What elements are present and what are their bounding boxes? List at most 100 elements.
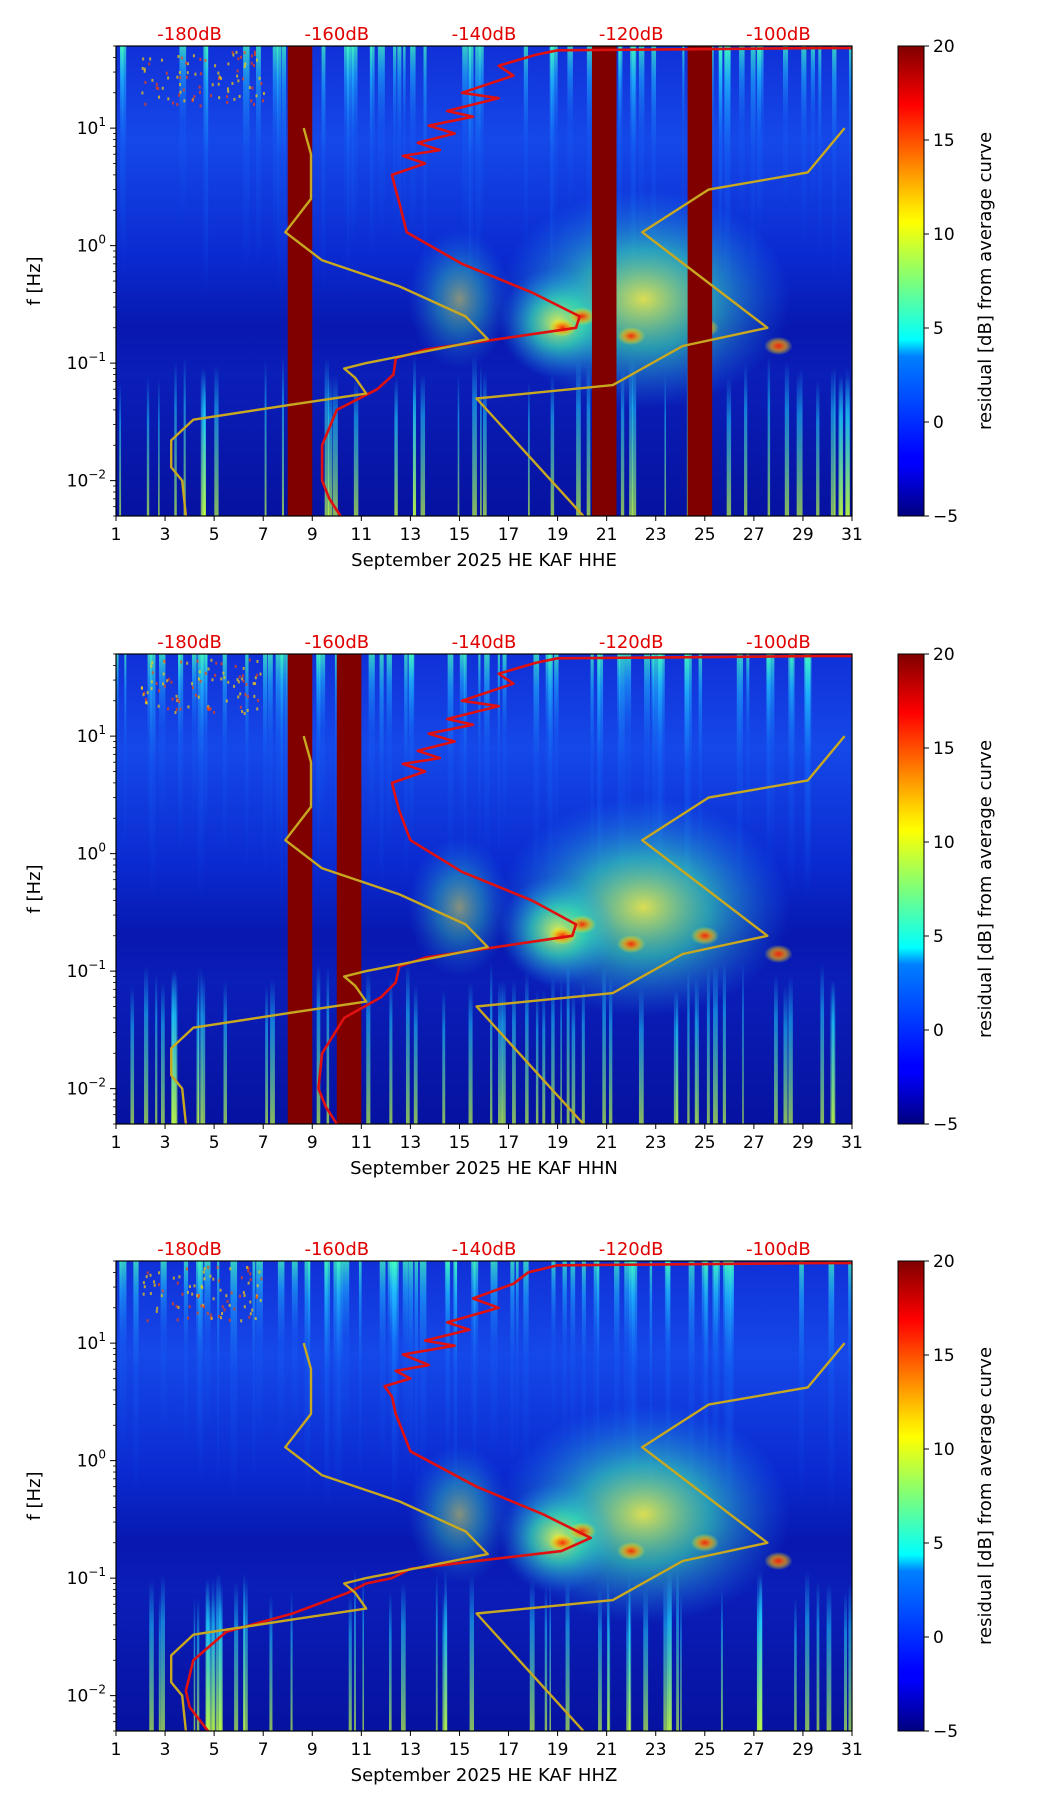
- top-db-axis: -180dB -160dB -140dB -120dB -100dB: [157, 632, 810, 653]
- spectrogram-speckle: [245, 682, 248, 686]
- spectrogram-speckle: [209, 1313, 212, 1317]
- spectrogram-low-streak: [270, 978, 275, 1124]
- spectrogram-low-streak: [214, 364, 219, 516]
- spectrogram-streak: [280, 654, 285, 843]
- spectrogram-streak: [551, 1261, 556, 1435]
- spectrogram-speckle: [181, 1292, 184, 1296]
- spectrogram-speckle: [148, 62, 151, 66]
- y-tick-exponent: 0: [98, 233, 106, 247]
- spectrogram-speckle: [243, 51, 246, 55]
- spectrogram-speckle: [250, 61, 253, 65]
- colorbar-tick-label: 10: [933, 833, 955, 853]
- spectrogram-speckle: [255, 58, 258, 62]
- spectrogram-speckle: [241, 674, 244, 678]
- spectrogram-speckle: [237, 680, 240, 684]
- x-tick-label: 1: [111, 1740, 122, 1760]
- spectrogram-speckle: [213, 710, 216, 714]
- y-tick-base: 10: [77, 1452, 99, 1472]
- y-tick-base: 10: [67, 354, 89, 374]
- microseism-hotspot: [690, 926, 719, 945]
- spectrogram-streak: [414, 1261, 419, 1507]
- spectrogram-speckle: [179, 707, 182, 711]
- spectrogram-streak: [197, 654, 204, 905]
- spectrogram-low-streak: [566, 962, 570, 1124]
- spectrogram-streak: [120, 1261, 127, 1459]
- spectrogram-speckle: [244, 693, 247, 697]
- spectrogram-speckle: [239, 692, 242, 696]
- spectrogram-streak: [567, 46, 573, 213]
- spectrogram-speckle: [142, 693, 145, 697]
- spectrogram-low-streak: [663, 1579, 669, 1731]
- spectrogram-low-streak: [413, 984, 418, 1124]
- spectrogram-low-streak: [527, 381, 530, 516]
- spectrogram-low-streak: [695, 979, 699, 1124]
- spectrogram-streak: [267, 654, 273, 855]
- microseism-blob: [407, 229, 511, 370]
- spectrogram-speckle: [141, 91, 144, 95]
- spectrogram-speckle: [211, 678, 214, 682]
- spectrogram-speckle: [198, 670, 201, 674]
- x-tick-label: 7: [258, 1740, 269, 1760]
- spectrogram-speckle: [238, 1294, 241, 1298]
- y-tick-exponent: 0: [98, 841, 106, 855]
- plot-area: [116, 1261, 852, 1731]
- db-axis-label: -140dB: [452, 632, 517, 653]
- spectrogram-speckle: [186, 71, 189, 75]
- spectrogram-speckle: [186, 661, 189, 665]
- spectrogram-speckle: [209, 1274, 212, 1278]
- colorbar-tick-label: 20: [933, 645, 955, 665]
- spectrogram-low-streak: [389, 1591, 392, 1731]
- x-axis-label: September 2025 HE KAF HHE: [351, 550, 617, 571]
- spectrogram-speckle: [176, 1281, 179, 1285]
- spectrogram-streak: [651, 654, 654, 824]
- spectrogram-speckle: [248, 658, 251, 662]
- spectrogram-streak: [533, 654, 540, 882]
- spectrogram-streak: [644, 654, 651, 858]
- x-tick-label: 15: [449, 525, 471, 545]
- spectrogram-speckle: [254, 676, 257, 680]
- spectrogram-low-streak: [366, 970, 371, 1124]
- spectrogram-low-streak: [759, 1573, 763, 1731]
- spectrogram-low-streak: [183, 356, 186, 516]
- spectrogram-speckle: [218, 1314, 221, 1318]
- spectrogram-speckle: [175, 694, 178, 698]
- colorbar-tick-label: −5: [933, 1115, 958, 1135]
- spectrogram-streak: [316, 654, 319, 821]
- spectrogram-speckle: [182, 88, 185, 92]
- spectrogram-speckle: [236, 678, 239, 682]
- spectrogram-speckle: [210, 1316, 213, 1320]
- spectrogram-speckle: [162, 672, 165, 676]
- spectrogram-speckle: [140, 686, 143, 690]
- db-axis-label: -160dB: [304, 24, 369, 45]
- spectrogram-speckle: [243, 711, 246, 715]
- x-tick-label: 21: [596, 1740, 618, 1760]
- spectrogram-low-streak: [607, 1593, 611, 1731]
- spectrogram-low-streak: [119, 383, 122, 516]
- spectrogram-low-streak: [565, 1579, 570, 1731]
- spectrogram-speckle: [156, 1306, 159, 1310]
- spectrogram-speckle: [146, 691, 149, 695]
- db-axis-label: -100dB: [746, 1239, 811, 1260]
- spectrogram-speckle: [217, 71, 220, 75]
- spectrogram-low-streak: [161, 982, 165, 1124]
- y-tick-exponent: −2: [88, 468, 106, 482]
- spectrogram-streak: [638, 46, 645, 244]
- spectrogram-speckle: [217, 77, 220, 81]
- spectrogram-streak: [291, 1261, 298, 1430]
- spectrogram-speckle: [236, 69, 239, 73]
- spectrogram-streak: [124, 654, 127, 864]
- spectrogram-low-streak: [550, 373, 555, 516]
- spectrogram-streak: [712, 1261, 719, 1493]
- spectrogram-streak: [230, 1261, 238, 1506]
- x-tick-label: 27: [743, 1133, 765, 1153]
- spectrogram-low-streak: [265, 985, 269, 1124]
- spectrogram-speckle: [162, 682, 165, 686]
- spectrogram-low-streak: [401, 1582, 406, 1731]
- data-gap-bar: [336, 654, 362, 1124]
- spectrogram-speckle: [217, 1279, 220, 1283]
- top-db-axis: -180dB -160dB -140dB -120dB -100dB: [157, 1239, 810, 1260]
- spectrogram-speckle: [228, 1318, 231, 1322]
